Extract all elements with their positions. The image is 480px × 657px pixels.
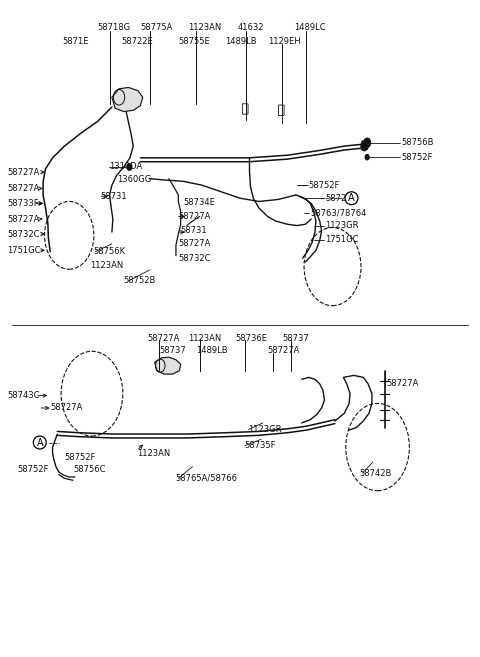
Text: 58727A: 58727A [8,215,40,223]
Text: 58718G: 58718G [97,23,131,32]
Text: 58742B: 58742B [360,468,392,478]
Text: 58727A: 58727A [8,168,40,177]
Text: 58756B: 58756B [401,139,434,147]
Text: 1310DA: 1310DA [109,162,143,171]
Text: 1123AN: 1123AN [188,23,221,32]
Circle shape [127,164,132,170]
FancyBboxPatch shape [362,141,368,149]
Text: 58737: 58737 [159,346,186,355]
Text: 58765A/58766: 58765A/58766 [175,474,237,483]
Text: 58752F: 58752F [64,453,96,462]
Text: 58735F: 58735F [245,442,276,450]
Text: 58727A: 58727A [147,334,180,343]
Text: 58775A: 58775A [140,23,173,32]
Text: 58752F: 58752F [401,152,432,162]
Text: 58727A: 58727A [179,239,211,248]
Circle shape [365,154,369,160]
Text: 58763/78764: 58763/78764 [310,208,367,217]
Text: 58727A: 58727A [386,379,419,388]
Text: 5871E: 5871E [62,37,89,47]
FancyBboxPatch shape [242,104,248,114]
Text: 41632: 41632 [238,23,264,32]
Text: 58731: 58731 [100,192,127,201]
Text: 58733F: 58733F [8,199,39,208]
Polygon shape [112,87,143,112]
Text: 58727A: 58727A [179,212,211,221]
Text: 58727A: 58727A [267,346,300,355]
Text: A: A [36,438,43,447]
Text: 1123GR: 1123GR [325,221,359,230]
Polygon shape [155,357,180,374]
Circle shape [364,138,371,147]
Text: A: A [348,193,355,203]
Text: 58752F: 58752F [17,465,48,474]
Text: 1123AN: 1123AN [188,334,221,343]
Text: 58722E: 58722E [121,37,153,47]
Text: 58731: 58731 [180,225,207,235]
Text: 1751GC: 1751GC [8,246,41,255]
Text: 58727A: 58727A [50,403,83,413]
Text: 1123GR: 1123GR [249,425,282,434]
Text: 1129EH: 1129EH [268,37,301,47]
Text: 58756K: 58756K [93,247,125,256]
Text: 1751GC: 1751GC [325,235,359,244]
Text: 58752B: 58752B [124,277,156,285]
Text: 58736E: 58736E [235,334,267,343]
Text: 58743C: 58743C [8,391,40,400]
Text: 58727A: 58727A [8,184,40,193]
Text: 1489LB: 1489LB [225,37,256,47]
Text: 58727A: 58727A [325,194,358,203]
Text: 58732C: 58732C [8,229,40,238]
Text: 58756C: 58756C [73,465,106,474]
Text: 1360GG: 1360GG [117,175,151,185]
Text: 58732C: 58732C [179,254,211,263]
Text: 1123AN: 1123AN [91,261,124,270]
Text: 1489LB: 1489LB [196,346,228,355]
Text: 58737: 58737 [283,334,310,343]
Text: 58755E: 58755E [179,37,210,47]
Text: 1489LC: 1489LC [295,23,326,32]
Text: 58734E: 58734E [183,198,215,207]
Circle shape [361,141,368,150]
Text: 1123AN: 1123AN [137,449,170,458]
FancyBboxPatch shape [278,105,284,116]
Text: 58752F: 58752F [309,181,340,190]
